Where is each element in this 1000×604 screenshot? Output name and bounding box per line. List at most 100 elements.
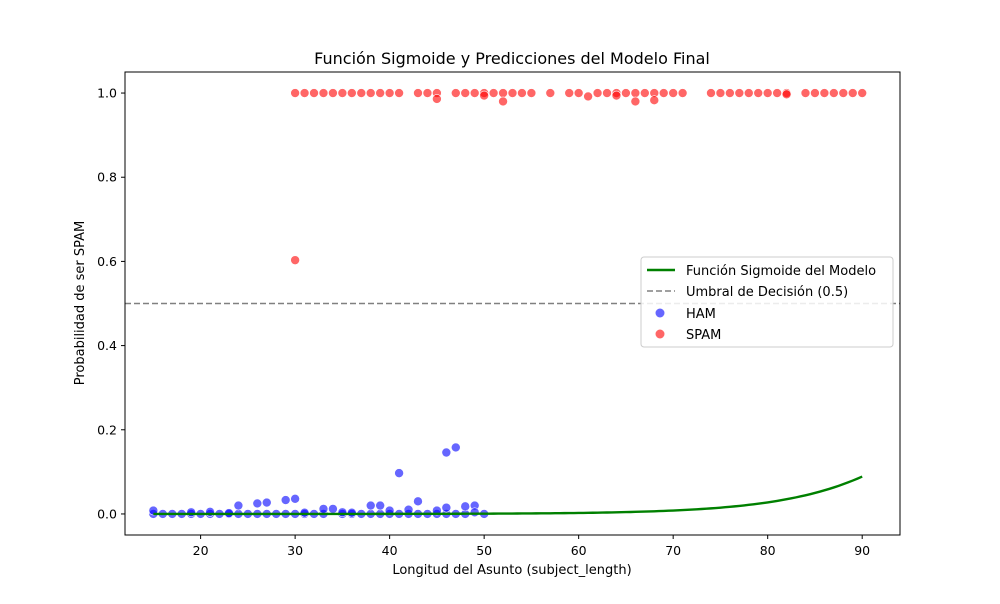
y-tick-label: 0.0 (97, 506, 117, 521)
spam-point (488, 88, 499, 98)
x-tick-label: 70 (665, 543, 681, 558)
spam-point (819, 88, 830, 98)
spam-point (318, 88, 329, 98)
x-tick-label: 30 (287, 543, 303, 558)
legend-ham-swatch (655, 308, 665, 318)
spam-point (715, 88, 726, 98)
ham-point (365, 500, 376, 511)
legend-box (640, 256, 894, 348)
spam-point (781, 89, 792, 100)
series-spam (290, 88, 868, 265)
spam-point (498, 96, 508, 107)
spam-point (545, 88, 556, 98)
spam-point (375, 88, 385, 98)
y-axis-label: Probabilidad de ser SPAM (73, 221, 88, 386)
spam-point (583, 91, 593, 102)
spam-point (365, 88, 376, 98)
spam-point (847, 88, 858, 98)
legend-sigmoid-label: Función Sigmoide del Modelo (686, 264, 876, 279)
ham-point (394, 468, 404, 478)
spam-point (450, 88, 461, 98)
x-tick-label: 80 (760, 543, 776, 558)
spam-point (526, 88, 537, 98)
ham-point (299, 507, 310, 518)
y-tick-label: 0.2 (97, 422, 117, 437)
ham-point (328, 504, 338, 514)
ham-point (460, 501, 471, 512)
spam-point (573, 88, 584, 98)
spam-point (337, 88, 348, 98)
spam-point (658, 88, 669, 98)
spam-point (668, 88, 678, 98)
x-axis-label: Longitud del Asunto (subject_length) (392, 563, 631, 578)
y-tick-label: 0.4 (97, 338, 117, 353)
spam-point (725, 88, 735, 98)
spam-point (469, 88, 480, 98)
y-tick-label: 0.6 (97, 254, 117, 269)
spam-point (762, 88, 773, 98)
spam-point (290, 255, 300, 265)
plot-area (125, 88, 900, 519)
ham-point (261, 497, 272, 508)
legend-spam-label: SPAM (686, 328, 721, 343)
spam-point (347, 88, 357, 98)
ham-point (450, 442, 461, 453)
ham-point (413, 496, 423, 507)
x-tick-label: 40 (382, 543, 398, 558)
ham-point (318, 504, 329, 514)
spam-point (838, 88, 849, 98)
ham-point (347, 507, 357, 518)
ham-point (233, 500, 244, 511)
spam-point (394, 88, 404, 98)
spam-point (649, 95, 660, 105)
x-tick-label: 90 (854, 543, 870, 558)
ham-point (337, 507, 348, 518)
spam-point (706, 88, 716, 98)
legend-spam-swatch (655, 329, 665, 339)
spam-point (810, 88, 820, 98)
spam-point (640, 88, 650, 98)
spam-point (422, 88, 433, 98)
spam-point (743, 88, 754, 98)
spam-point (328, 88, 338, 98)
spam-point (829, 88, 839, 98)
axis-ticks: 20 30 40 50 60 70 80 90 0.0 0.2 0.4 0.6 0.8 1.0 (97, 86, 870, 558)
spam-point (290, 88, 300, 98)
spam-point (772, 88, 782, 98)
plot-frame (124, 71, 901, 536)
ham-point (441, 447, 452, 458)
spam-point (734, 88, 745, 98)
spam-point (413, 88, 423, 98)
ham-point (375, 500, 385, 511)
spam-point (621, 88, 631, 98)
sigmoid-curve (153, 475, 863, 516)
legend-threshold-label: Umbral de Decisión (0.5) (686, 285, 848, 300)
spam-point (630, 88, 641, 98)
spam-point (753, 88, 764, 98)
spam-point (384, 88, 395, 98)
x-tick-label: 60 (571, 543, 587, 558)
ham-point (186, 507, 196, 518)
ham-point (469, 507, 480, 518)
spam-point (507, 88, 518, 98)
ham-point (252, 498, 263, 509)
spam-point (677, 88, 688, 98)
spam-point (800, 88, 811, 98)
spam-point (517, 88, 527, 98)
ham-point (441, 502, 452, 513)
spam-point (592, 88, 603, 98)
y-tick-label: 1.0 (97, 86, 117, 101)
spam-point (602, 88, 612, 98)
spam-point (460, 88, 471, 98)
y-tick-label: 0.8 (97, 170, 117, 185)
spam-point (564, 88, 575, 98)
x-tick-label: 50 (476, 543, 492, 558)
spam-point (299, 88, 310, 98)
spam-point (356, 88, 367, 98)
legend-ham-label: HAM (686, 307, 716, 322)
spam-point (309, 88, 319, 98)
spam-point (857, 88, 868, 98)
spam-point (611, 90, 622, 101)
spam-point (630, 96, 641, 107)
